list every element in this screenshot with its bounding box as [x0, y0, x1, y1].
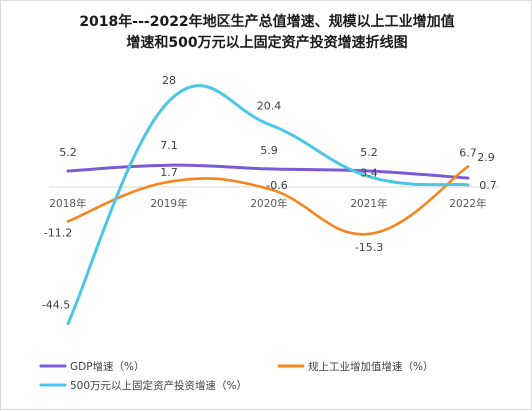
- series-line-gdp: [66, 163, 470, 180]
- data-label-gdp: 5.9: [260, 144, 278, 157]
- legend-label-industry: 规上工业增加值增速（%）: [308, 360, 433, 373]
- x-tick-label: 2020年: [250, 197, 287, 210]
- data-label-investment: 3.4: [360, 167, 378, 180]
- data-label-investment: -44.5: [42, 299, 70, 312]
- data-label-industry: -15.3: [355, 241, 383, 254]
- x-tick-label: 2022年: [449, 197, 486, 210]
- chart-subtitle: 增速和500万元以上固定资产投资增速折线图: [126, 35, 408, 51]
- x-tick-label: 2021年: [350, 197, 387, 210]
- x-tick-label: 2018年: [49, 197, 86, 210]
- chart-title: 2018年---2022年地区生产总值增速、规模以上工业增加值: [79, 14, 455, 30]
- series-line-industry: [66, 165, 470, 236]
- data-label-gdp: 2.9: [477, 151, 495, 164]
- data-label-gdp: 5.2: [59, 146, 77, 159]
- data-label-investment: 20.4: [257, 99, 282, 112]
- data-label-industry: -11.2: [44, 226, 72, 239]
- legend-label-investment: 500万元以上固定资产投资增速（%）: [70, 379, 247, 392]
- data-label-industry: 6.7: [459, 146, 477, 159]
- data-label-industry: 1.7: [160, 166, 178, 179]
- series-line-investment: [66, 84, 470, 326]
- data-label-gdp: 5.2: [360, 146, 378, 159]
- data-label-industry: -0.6: [266, 179, 287, 192]
- data-label-gdp: 7.1: [160, 139, 178, 152]
- legend-label-gdp: GDP增速（%）: [70, 360, 145, 373]
- data-label-investment: 28: [162, 74, 176, 87]
- x-tick-label: 2019年: [150, 197, 187, 210]
- data-label-investment: 0.7: [479, 179, 497, 192]
